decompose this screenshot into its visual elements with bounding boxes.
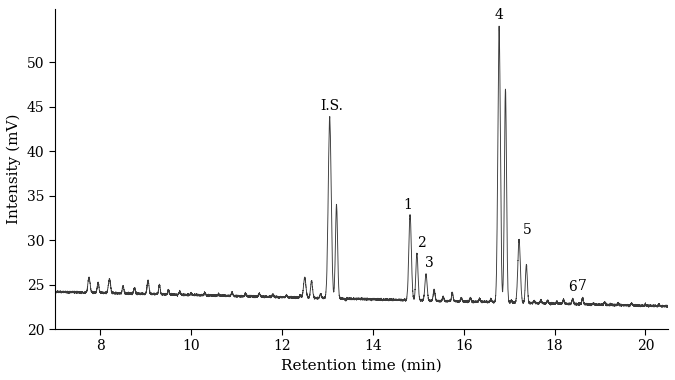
X-axis label: Retention time (min): Retention time (min) — [281, 359, 442, 373]
Text: 2: 2 — [417, 236, 426, 250]
Text: 3: 3 — [425, 256, 433, 270]
Text: 4: 4 — [495, 8, 504, 22]
Text: 6: 6 — [568, 280, 577, 294]
Y-axis label: Intensity (mV): Intensity (mV) — [7, 114, 22, 224]
Text: I.S.: I.S. — [321, 99, 344, 113]
Text: 1: 1 — [404, 198, 412, 212]
Text: 7: 7 — [578, 280, 587, 293]
Text: 5: 5 — [523, 223, 532, 236]
